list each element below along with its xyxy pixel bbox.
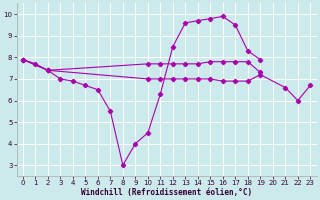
X-axis label: Windchill (Refroidissement éolien,°C): Windchill (Refroidissement éolien,°C): [81, 188, 252, 197]
